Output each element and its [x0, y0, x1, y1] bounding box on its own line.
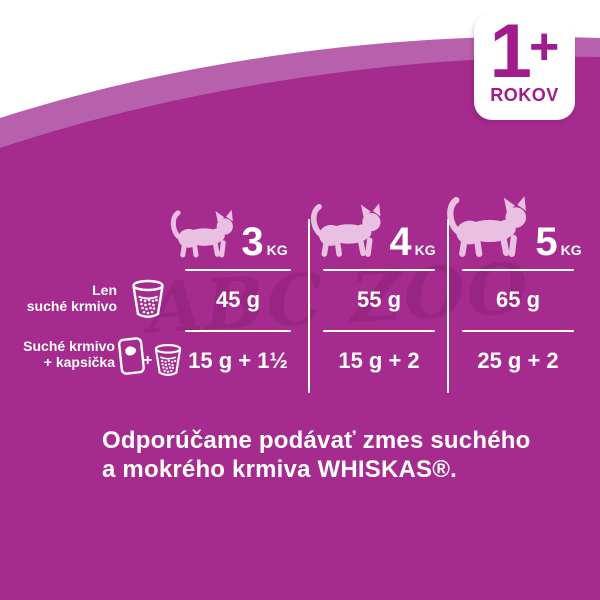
row-label-line: suché krmivo: [26, 297, 117, 314]
cat-icon: [446, 195, 530, 259]
row-label-line: Len: [92, 282, 117, 298]
measuring-cup-icon: [154, 344, 182, 376]
recommendation-text: Odporúčame podávať zmes suchého a mokréh…: [102, 426, 530, 485]
recommendation-line: a mokrého krmiva WHISKAS®.: [102, 456, 457, 484]
weight-unit: KG: [560, 242, 582, 258]
row-label-line: + kapsička: [43, 353, 115, 370]
value-cell: 15 g + 1½: [188, 348, 288, 373]
cat-icon: [170, 209, 236, 259]
row-label-dry-only: Len suché krmivo: [16, 282, 117, 314]
weight-label: 4 KG: [389, 220, 436, 264]
value-cell: 25 g + 2: [477, 348, 559, 373]
cat-icon: [310, 202, 384, 259]
value-cell: 15 g + 2: [338, 348, 420, 373]
weight-unit: KG: [414, 242, 436, 258]
value-cell: 45 g: [215, 287, 261, 312]
weight-unit: KG: [266, 242, 288, 258]
row-divider: [323, 330, 435, 332]
weight-label: 5 KG: [535, 220, 582, 264]
row-divider: [462, 269, 574, 271]
row-label-line: Suché krmivo: [23, 338, 115, 354]
weight-number: 5: [535, 220, 558, 264]
age-unit: ROKOV: [490, 84, 559, 105]
plus-icon: +: [143, 352, 153, 369]
weight-number: 4: [389, 220, 412, 264]
magenta-panel: [0, 56, 600, 600]
column-header-4kg: 4 KG: [300, 197, 446, 264]
column-divider: [447, 219, 449, 393]
age-label: 1 +: [489, 9, 560, 94]
value-cell: 55 g: [356, 287, 402, 312]
recommendation-line: Odporúčame podávať zmes suchého: [102, 427, 531, 454]
column-header-5kg: 5 KG: [438, 191, 590, 264]
row-divider: [323, 269, 435, 271]
row-divider: [462, 330, 574, 332]
column-divider: [308, 219, 310, 393]
value-cell: 65 g: [495, 287, 541, 312]
weight-label: 3 KG: [241, 220, 288, 264]
row-divider: [185, 330, 291, 332]
pouch-icon: [117, 337, 145, 375]
row-label-dry-plus-pouch: Suché krmivo + kapsička: [10, 338, 115, 370]
age-number: 1: [489, 9, 532, 94]
measuring-cup-icon: [132, 279, 164, 318]
weight-number: 3: [241, 220, 264, 264]
row-divider: [185, 269, 291, 271]
age-badge: 1 + ROKOV: [474, 13, 575, 120]
column-header-3kg: 3 KG: [158, 203, 300, 264]
age-plus: +: [528, 18, 560, 76]
